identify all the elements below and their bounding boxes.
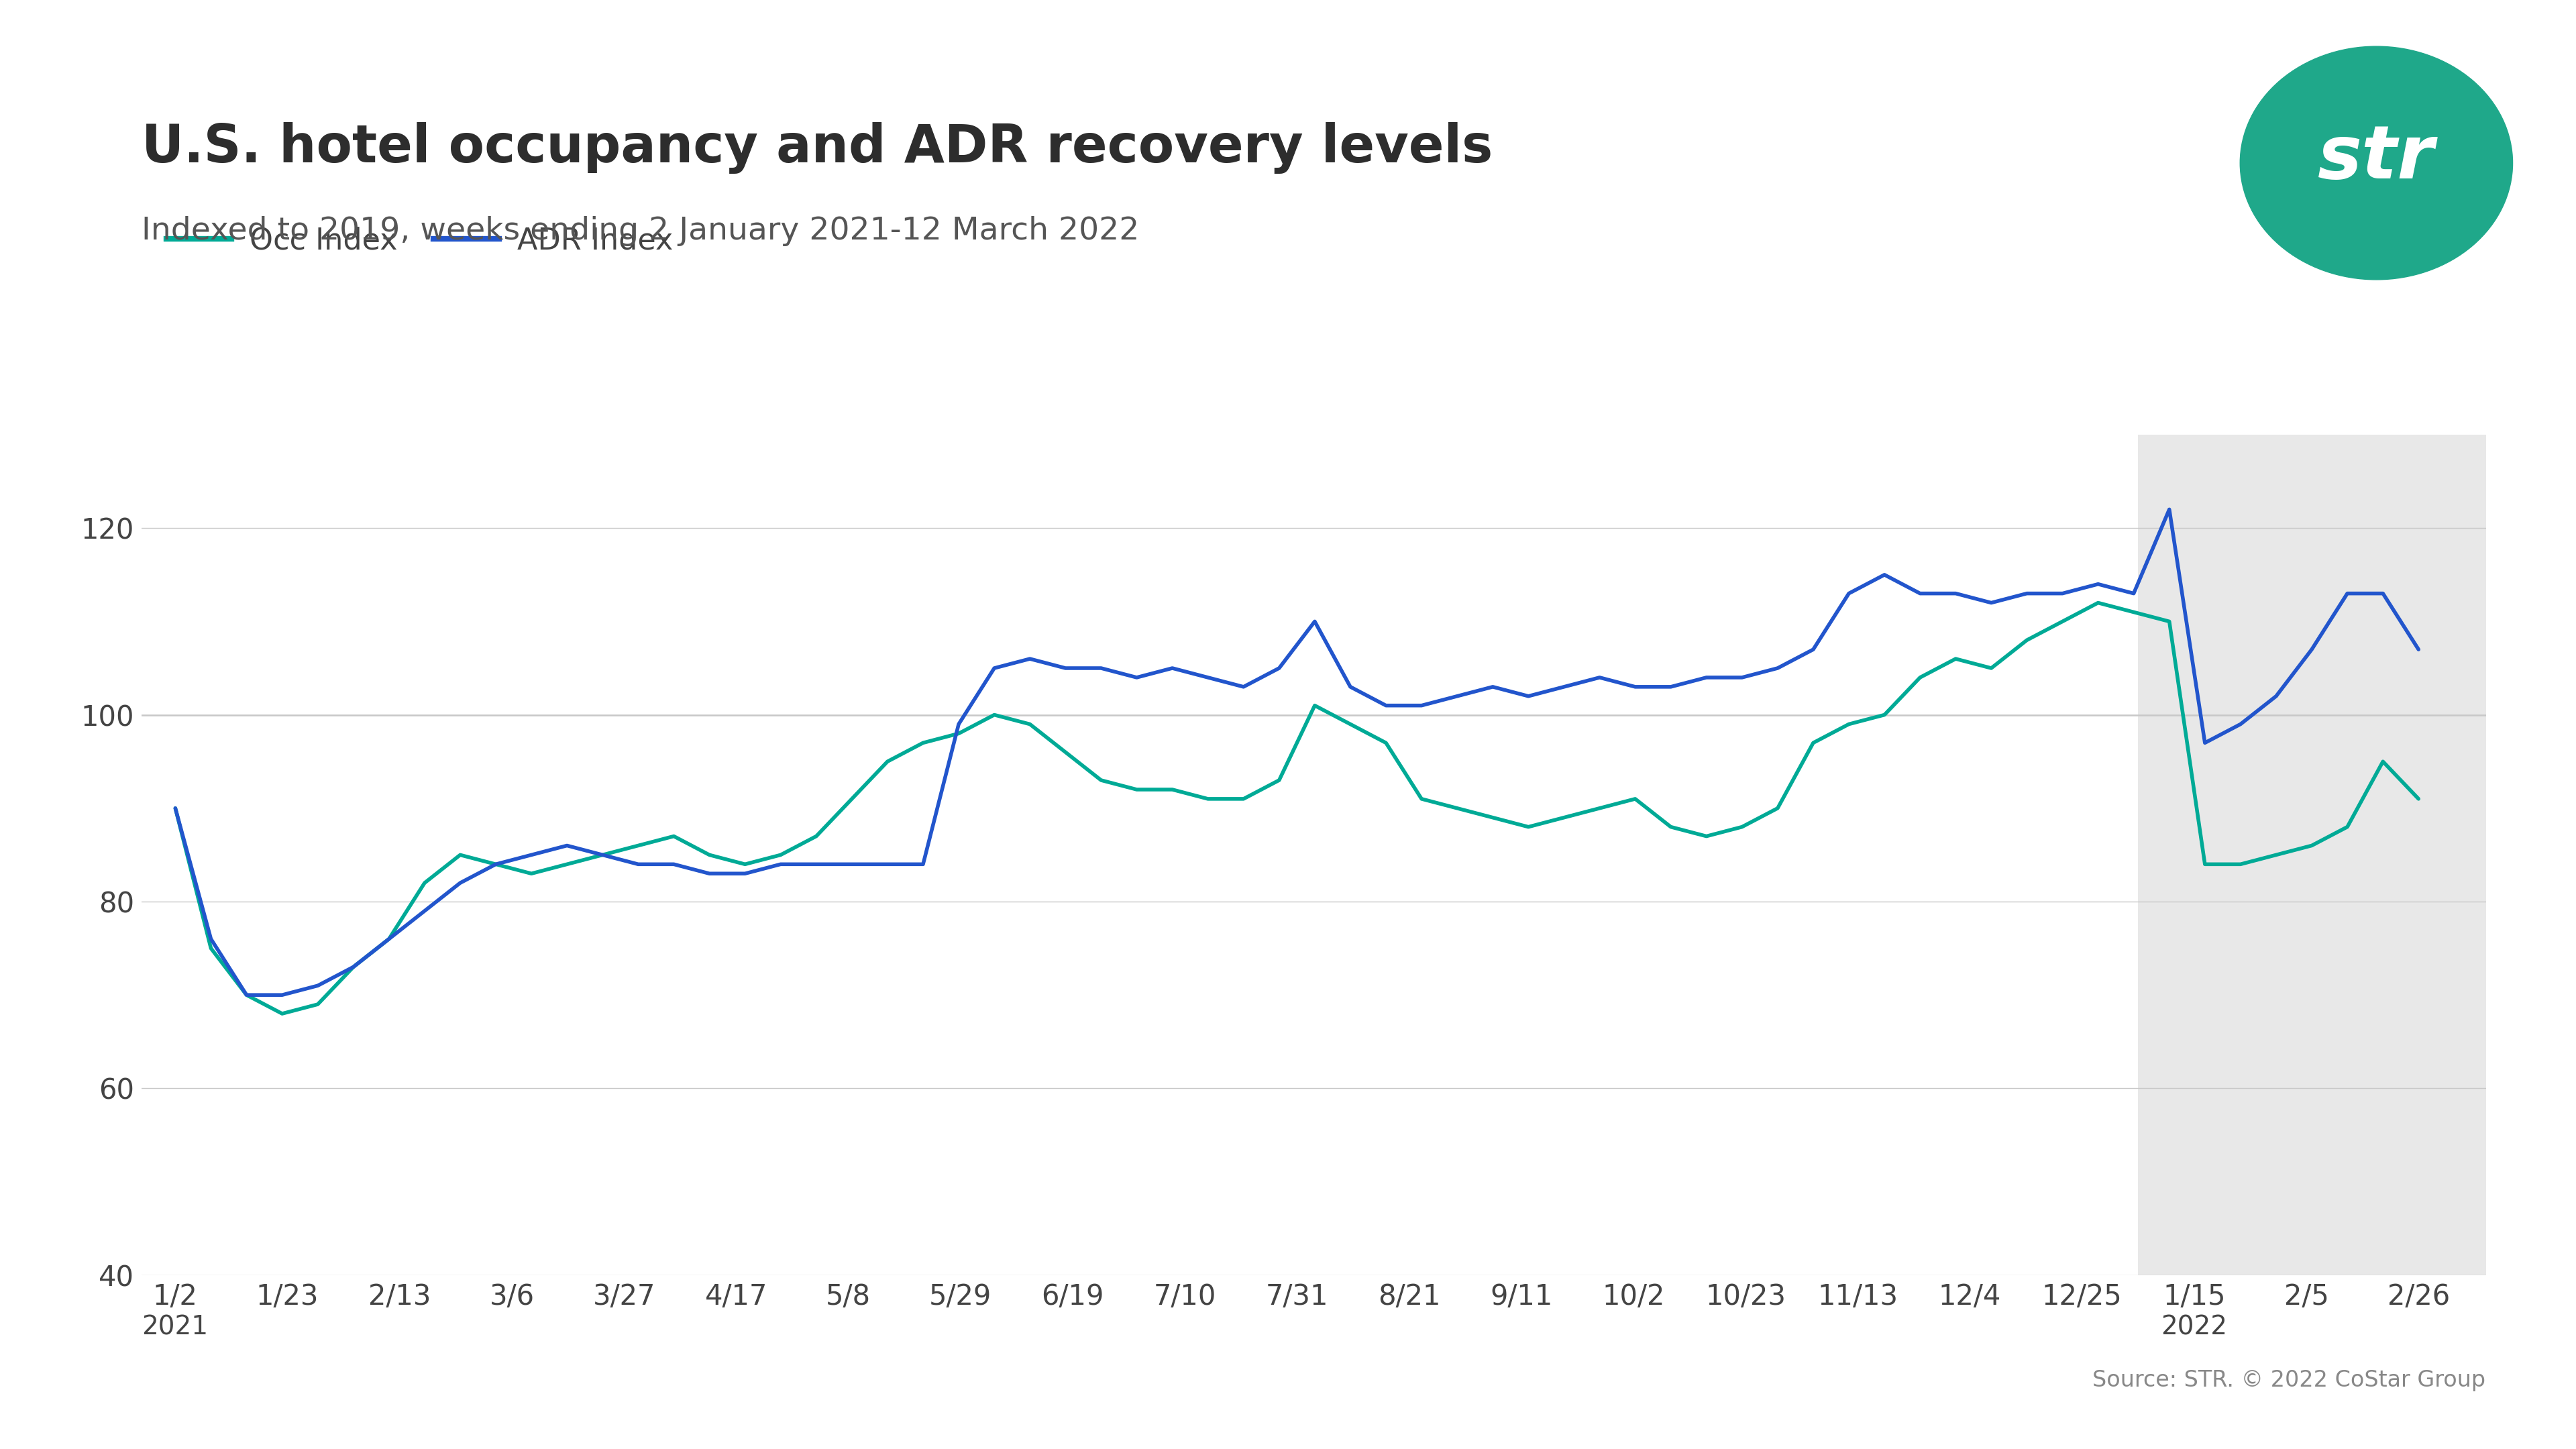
Text: str: str xyxy=(2318,122,2434,194)
Text: Source: STR. © 2022 CoStar Group: Source: STR. © 2022 CoStar Group xyxy=(2092,1369,2486,1391)
Text: U.S. hotel occupancy and ADR recovery levels: U.S. hotel occupancy and ADR recovery le… xyxy=(142,122,1494,174)
Text: 2022: 2022 xyxy=(2161,1314,2228,1340)
Circle shape xyxy=(2241,46,2512,280)
Text: Indexed to 2019, weeks ending 2 January 2021-12 March 2022: Indexed to 2019, weeks ending 2 January … xyxy=(142,216,1139,246)
Legend: Occ Index, ADR Index: Occ Index, ADR Index xyxy=(155,214,685,267)
Bar xyxy=(2138,435,2486,1275)
Text: 2021: 2021 xyxy=(142,1314,209,1340)
